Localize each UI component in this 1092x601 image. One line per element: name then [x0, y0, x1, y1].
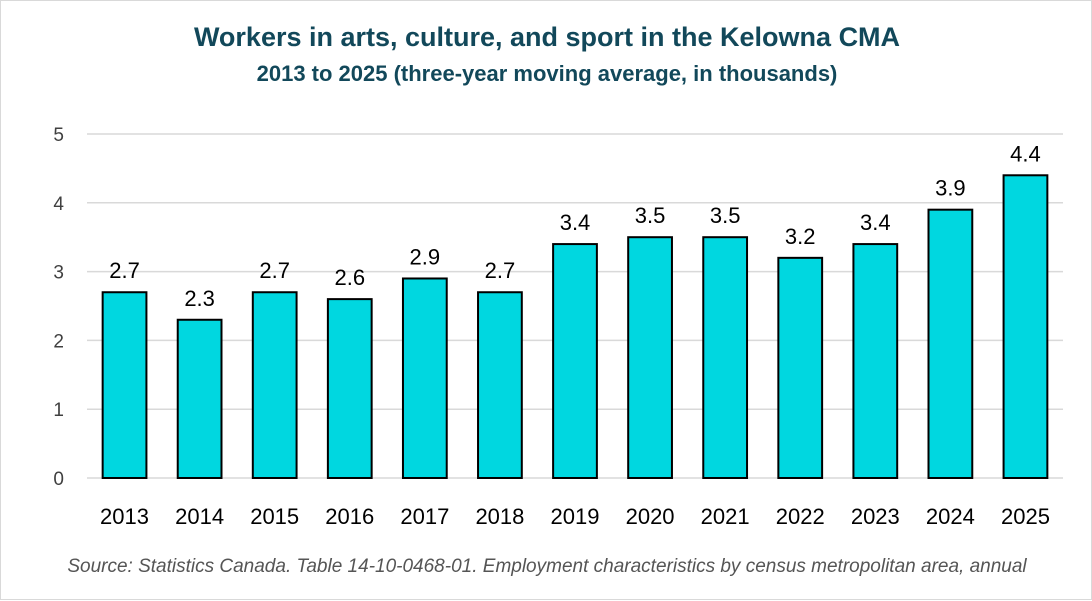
- chart-title: Workers in arts, culture, and sport in t…: [193, 22, 901, 52]
- x-tick-label-2021: 2021: [701, 504, 750, 529]
- data-label-2014: 2.3: [184, 286, 215, 311]
- bar-2015: [251, 291, 298, 479]
- x-tick-label-2022: 2022: [776, 504, 825, 529]
- bar-2024: [927, 208, 974, 479]
- x-tick-label-2019: 2019: [551, 504, 600, 529]
- data-label-2022: 3.2: [785, 224, 816, 249]
- data-label-2018: 2.7: [485, 258, 516, 283]
- x-tick-label-2013: 2013: [100, 504, 149, 529]
- y-axis-ticks: 0 1 2 3 4 5: [53, 125, 64, 490]
- x-tick-label-2015: 2015: [250, 504, 299, 529]
- data-label-2020: 3.5: [635, 203, 666, 228]
- y-tick-label: 3: [53, 263, 64, 284]
- bar-2013: [101, 291, 148, 479]
- data-label-2021: 3.5: [710, 203, 741, 228]
- x-tick-label-2014: 2014: [175, 504, 224, 529]
- data-label-2023: 3.4: [860, 210, 891, 235]
- x-tick-label-2020: 2020: [626, 504, 675, 529]
- y-tick-label: 2: [53, 331, 64, 352]
- bar-2023: [852, 243, 899, 479]
- x-tick-label-2016: 2016: [325, 504, 374, 529]
- x-tick-label-2017: 2017: [400, 504, 449, 529]
- data-label-2015: 2.7: [259, 258, 290, 283]
- bar-2021: [702, 236, 749, 479]
- bar-2022: [777, 256, 824, 479]
- data-label-2017: 2.9: [410, 244, 441, 269]
- bar-2016: [326, 298, 373, 479]
- chart-subtitle: 2013 to 2025 (three-year moving average,…: [256, 61, 838, 86]
- y-tick-label: 4: [53, 194, 64, 215]
- x-axis-ticks: 2013 2014 2015 2016 2017 2018 2019 2020 2021 2022…: [100, 504, 1050, 529]
- data-labels: 2.7 2.3 2.7 2.6 2.9 2.7 3.4 3.5 3.5 3.2 3.4 3.9 4.4: [109, 141, 1041, 310]
- bar-2025: [1002, 174, 1049, 479]
- source-note: Source: Statistics Canada. Table 14-10-0…: [67, 556, 1027, 577]
- data-label-2025: 4.4: [1010, 141, 1041, 166]
- bar-2020: [627, 236, 673, 479]
- y-tick-label: 0: [53, 469, 64, 490]
- x-tick-label-2024: 2024: [926, 504, 975, 529]
- bar-2018: [477, 291, 523, 479]
- data-label-2019: 3.4: [560, 210, 591, 235]
- y-tick-label: 1: [53, 400, 64, 421]
- x-tick-label-2018: 2018: [475, 504, 524, 529]
- x-tick-label-2023: 2023: [851, 504, 900, 529]
- bar-2014: [176, 318, 223, 480]
- bar-2019: [552, 243, 598, 479]
- y-tick-label: 5: [53, 125, 64, 146]
- bar-2017: [401, 277, 448, 480]
- x-tick-label-2025: 2025: [1001, 504, 1050, 529]
- bars: [101, 174, 1049, 480]
- data-label-2013: 2.7: [109, 258, 140, 283]
- data-label-2016: 2.6: [334, 265, 365, 290]
- data-label-2024: 3.9: [935, 176, 966, 201]
